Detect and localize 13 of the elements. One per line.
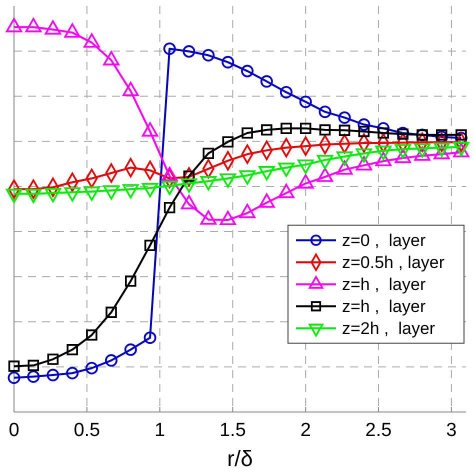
legend-label: z=0.5h , layer [342, 253, 445, 272]
x-tick-label: 2.5 [365, 420, 392, 441]
legend-label: z=h , layer [342, 275, 426, 294]
x-tick-label: 1.5 [220, 420, 246, 441]
x-axis-title: r/δ [227, 446, 253, 471]
x-tick-label: 3 [446, 420, 457, 441]
legend-label: z=0 , layer [342, 231, 426, 250]
x-tick-label: 2 [300, 420, 311, 441]
x-tick-label: 1 [154, 420, 166, 441]
x-tick-label: 0 [8, 420, 20, 441]
x-tick-label: 0.5 [74, 420, 100, 441]
legend-label: z=h , layer [342, 297, 426, 316]
legend-label: z=2h , layer [342, 319, 436, 338]
